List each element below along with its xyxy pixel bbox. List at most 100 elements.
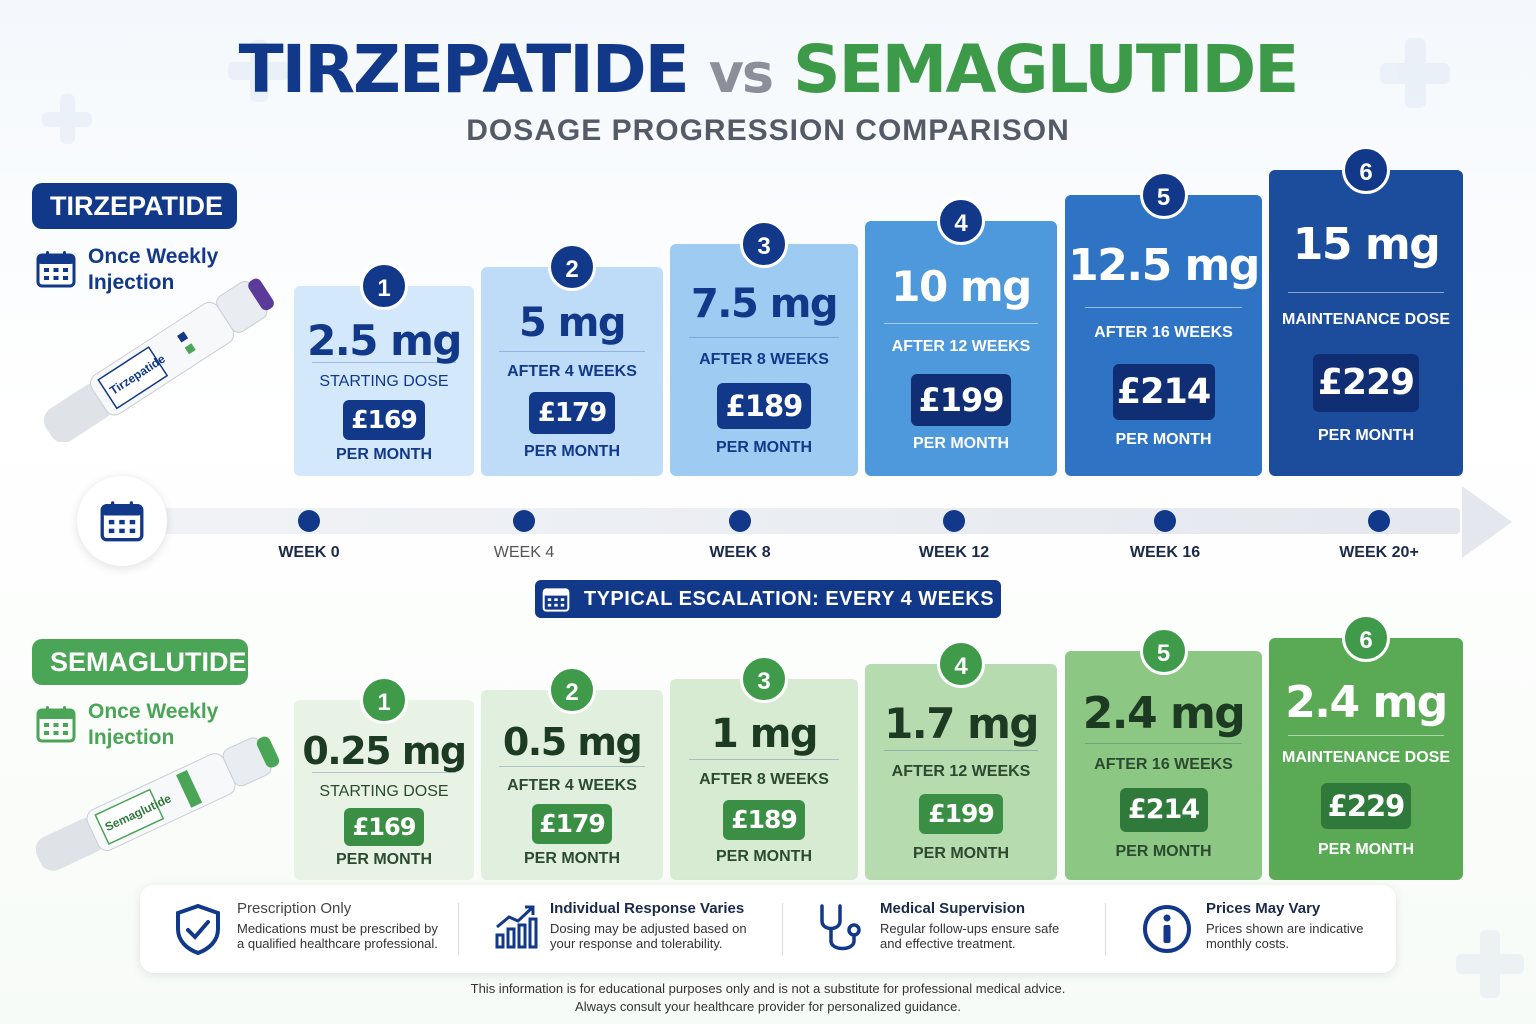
timeline-dot (298, 510, 320, 532)
title-tirzepatide: TIRZEPATIDE (238, 31, 690, 108)
semaglutide-step-card: 4 1.7 mg AFTER 12 WEEKS £199 PER MONTH (865, 640, 1057, 880)
dose-timing: AFTER 16 WEEKS (1094, 756, 1233, 773)
divider (312, 772, 456, 773)
dose-value: 1 mg (710, 711, 819, 757)
timeline-dot (513, 510, 535, 532)
dose-value: 0.25 mg (302, 729, 467, 773)
dose-timing: AFTER 12 WEEKS (891, 338, 1031, 355)
dose-value: 7.5 mg (690, 281, 839, 327)
dose-value: 12.5 mg (1068, 240, 1260, 291)
chart-up-icon (495, 905, 538, 949)
per-month-label: PER MONTH (336, 851, 432, 868)
step-number-badge: 4 (937, 197, 985, 245)
step-number-badge: 6 (1342, 614, 1390, 662)
semaglutide-step-card: 2 0.5 mg AFTER 4 WEEKS £179 PER MONTH (481, 666, 663, 880)
per-month-label: PER MONTH (716, 439, 812, 456)
step-number-badge: 5 (1139, 171, 1188, 219)
price-badge: £179 (529, 392, 615, 434)
per-month-label: PER MONTH (1318, 841, 1414, 858)
dose-value: 10 mg (891, 262, 1032, 311)
step-number-badge: 6 (1342, 146, 1390, 194)
step-number-badge: 3 (740, 220, 788, 268)
timeline-calendar (77, 476, 167, 566)
divider (1288, 292, 1444, 293)
week-label: WEEK 20+ (1339, 544, 1419, 561)
step-number-badge: 5 (1139, 627, 1188, 675)
info-title: Prices May Vary (1206, 900, 1321, 917)
tirzepatide-label: TIRZEPATIDE (32, 183, 237, 229)
divider (1084, 743, 1243, 744)
step-number-badge: 3 (740, 655, 788, 703)
disclaimer-line-1: This information is for educational purp… (470, 981, 1066, 996)
decorative-cross-icon (42, 94, 92, 144)
escalation-banner: TYPICAL ESCALATION: EVERY 4 WEEKS (535, 580, 1001, 618)
timeline-dot (1154, 510, 1176, 532)
dose-timing: AFTER 12 WEEKS (891, 763, 1031, 780)
info-title: Medical Supervision (880, 900, 1026, 917)
info-desc: Prices shown are indicative monthly cost… (1206, 921, 1364, 951)
calendar-icon (100, 501, 144, 542)
semaglutide-label: SEMAGLUTIDE (32, 639, 248, 685)
info-medical-supervision: Medical Supervision Regular follow-ups e… (800, 885, 1100, 973)
dose-value: 0.5 mg (502, 720, 643, 764)
divider (458, 903, 459, 955)
price-badge: £189 (717, 383, 811, 429)
calendar-icon (542, 588, 570, 612)
step-number-badge: 1 (360, 676, 408, 724)
title-vs: vs (708, 42, 774, 105)
frequency-text: Once Weekly Injection (88, 245, 219, 294)
price-badge: £199 (911, 374, 1011, 426)
semaglutide-step-card: 5 2.4 mg AFTER 16 WEEKS £214 PER MONTH (1065, 627, 1262, 880)
tirzepatide-frequency: Once Weekly Injection (36, 244, 228, 296)
info-title: Prescription Only (237, 900, 352, 917)
info-bar: Prescription Only Medications must be pr… (140, 885, 1396, 973)
dose-value: 15 mg (1292, 219, 1441, 270)
stethoscope-icon (820, 904, 861, 951)
divider (688, 759, 840, 760)
tirzepatide-step-card: 6 15 mg MAINTENANCE DOSE £229 PER MONTH (1269, 146, 1463, 476)
dose-timing: STARTING DOSE (319, 783, 449, 800)
tirzepatide-step-card: 5 12.5 mg AFTER 16 WEEKS £214 PER MONTH (1065, 171, 1262, 476)
semaglutide-step-card: 1 0.25 mg STARTING DOSE £169 PER MONTH (294, 676, 474, 880)
dose-timing: MAINTENANCE DOSE (1281, 749, 1450, 766)
dose-value: 2.5 mg (307, 316, 462, 365)
tirzepatide-step-card: 2 5 mg AFTER 4 WEEKS £179 PER MONTH (481, 243, 663, 476)
divider (1105, 903, 1106, 955)
shield-check-icon (176, 903, 220, 955)
step-number-badge: 2 (548, 243, 596, 291)
dose-value: 1.7 mg (884, 699, 1039, 748)
dose-timing: AFTER 16 WEEKS (1094, 324, 1233, 341)
calendar-icon (36, 706, 76, 743)
divider (499, 766, 645, 767)
dose-value: 2.4 mg (1285, 677, 1448, 728)
tirzepatide-step-card: 1 2.5 mg STARTING DOSE £169 PER MONTH (294, 262, 474, 476)
week-label: WEEK 16 (1129, 544, 1201, 561)
per-month-label: PER MONTH (913, 435, 1009, 452)
dose-timing: MAINTENANCE DOSE (1281, 311, 1450, 328)
dose-timing: AFTER 4 WEEKS (507, 777, 637, 794)
divider (499, 351, 645, 352)
title-semaglutide: SEMAGLUTIDE (793, 31, 1299, 108)
per-month-label: PER MONTH (1318, 427, 1414, 444)
price-badge: £214 (1119, 788, 1208, 832)
dose-value: 2.4 mg (1082, 688, 1246, 739)
info-prescription-only: Prescription Only Medications must be pr… (140, 885, 460, 973)
timeline-dot (729, 510, 751, 532)
divider (688, 337, 840, 338)
page-subtitle: DOSAGE PROGRESSION COMPARISON (466, 114, 1070, 147)
info-desc: Medications must be prescribed by a qual… (237, 921, 438, 951)
step-number-badge: 4 (937, 640, 985, 688)
dose-timing: AFTER 8 WEEKS (699, 351, 829, 368)
timeline-bar (120, 508, 1460, 534)
week-label: WEEK 12 (918, 544, 990, 561)
divider (884, 750, 1038, 751)
price-badge: £199 (919, 794, 1003, 834)
info-desc: Regular follow-ups ensure safe and effec… (880, 921, 1060, 951)
escalation-text: TYPICAL ESCALATION: EVERY 4 WEEKS (583, 587, 995, 610)
dose-value: 5 mg (518, 300, 627, 346)
decorative-cross-icon (1456, 930, 1524, 998)
divider (884, 323, 1038, 324)
timeline-dot (943, 510, 965, 532)
week-label: WEEK 0 (278, 544, 340, 561)
week-label: WEEK 4 (493, 544, 555, 561)
